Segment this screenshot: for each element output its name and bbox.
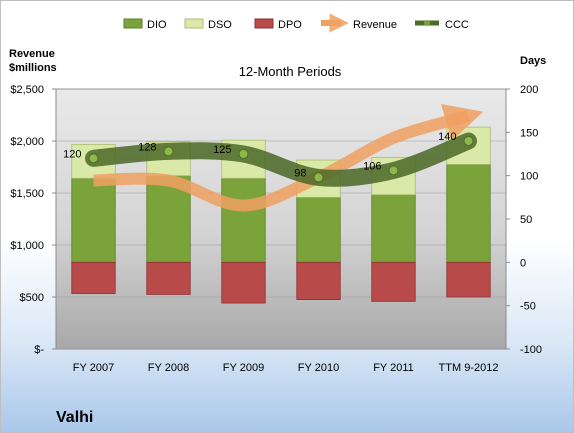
ccc-data-label: 120 — [63, 148, 81, 160]
ccc-data-label: 128 — [138, 141, 156, 153]
chart-title: 12-Month Periods — [239, 64, 342, 79]
category-label: FY 2009 — [223, 362, 264, 374]
ccc-point — [163, 146, 174, 157]
company-name: Valhi — [56, 409, 93, 426]
left-axis-ticks: $- $500 $1,000 $1,500 $2,000 $2,500 — [10, 84, 56, 356]
legend: DIO DSO DPO Revenue CCC — [123, 13, 469, 33]
dio-bar — [446, 163, 491, 263]
legend-swatch-dio — [123, 18, 143, 29]
category-label: FY 2008 — [148, 362, 189, 374]
category-label: FY 2011 — [373, 362, 414, 374]
right-axis-title: Days — [520, 55, 546, 67]
left-axis-tick-label: $2,500 — [10, 84, 44, 96]
plot-area — [55, 88, 507, 350]
left-axis-tick-label: $2,000 — [10, 136, 44, 148]
category-label: FY 2007 — [73, 362, 114, 374]
right-axis-tick-label: 50 — [520, 214, 532, 226]
right-axis-ticks: -100 -50 0 50 100 150 200 — [506, 84, 542, 356]
dpo-bar — [371, 261, 416, 302]
dpo-bar — [71, 261, 116, 294]
ccc-point — [238, 149, 249, 159]
left-axis-tick-label: $1,000 — [10, 240, 44, 252]
ccc-line — [85, 132, 477, 187]
right-axis-tick-label: 100 — [520, 171, 538, 183]
legend-label-revenue: Revenue — [353, 19, 397, 31]
ccc-point — [88, 153, 99, 164]
right-axis-tick-label: -100 — [520, 344, 542, 356]
bar-layer — [71, 126, 491, 304]
dpo-bar — [146, 261, 191, 295]
revenue-line — [93, 104, 484, 212]
dio-bar — [221, 177, 266, 263]
ccc-data-label: 98 — [294, 167, 306, 179]
ccc-point — [463, 136, 474, 146]
right-axis-tick-label: 150 — [520, 127, 538, 139]
legend-swatch-dso — [184, 18, 204, 29]
left-axis-tick-label: $500 — [20, 292, 44, 304]
left-axis-tick-label: $- — [34, 344, 44, 356]
right-axis-tick-label: 0 — [520, 257, 526, 269]
category-label: TTM 9-2012 — [439, 362, 499, 374]
ccc-point — [388, 165, 399, 176]
ccc-data-label: 140 — [438, 131, 456, 143]
left-axis-tick-label: $1,500 — [10, 188, 44, 200]
category-axis: FY 2007 FY 2008 FY 2009 FY 2010 FY 2011 TTM 9… — [73, 362, 499, 374]
dio-bar — [71, 177, 116, 263]
dpo-bar — [446, 261, 491, 298]
right-axis-tick-label: 200 — [520, 84, 538, 96]
dio-bar — [371, 194, 416, 263]
legend-swatch-dpo — [254, 18, 274, 29]
legend-label-dpo: DPO — [278, 19, 302, 31]
right-axis-tick-label: -50 — [520, 301, 536, 313]
dio-bar — [296, 196, 341, 263]
left-axis-title-line2: $millions — [9, 62, 57, 74]
category-label: FY 2010 — [298, 362, 339, 374]
legend-label-dso: DSO — [208, 19, 232, 31]
ccc-point — [313, 172, 324, 183]
legend-label-dio: DIO — [147, 19, 167, 31]
ccc-data-label: 106 — [363, 160, 381, 172]
line-layer — [85, 104, 484, 212]
legend-label-ccc: CCC — [445, 19, 469, 31]
data-label-layer: 120 128 125 98 106 140 — [63, 131, 456, 179]
dpo-bar — [221, 261, 266, 304]
ccc-data-label: 125 — [213, 144, 231, 156]
legend-swatch-ccc-marker — [424, 20, 430, 26]
left-axis-title-line1: Revenue — [9, 48, 55, 60]
dpo-bar — [296, 261, 341, 301]
